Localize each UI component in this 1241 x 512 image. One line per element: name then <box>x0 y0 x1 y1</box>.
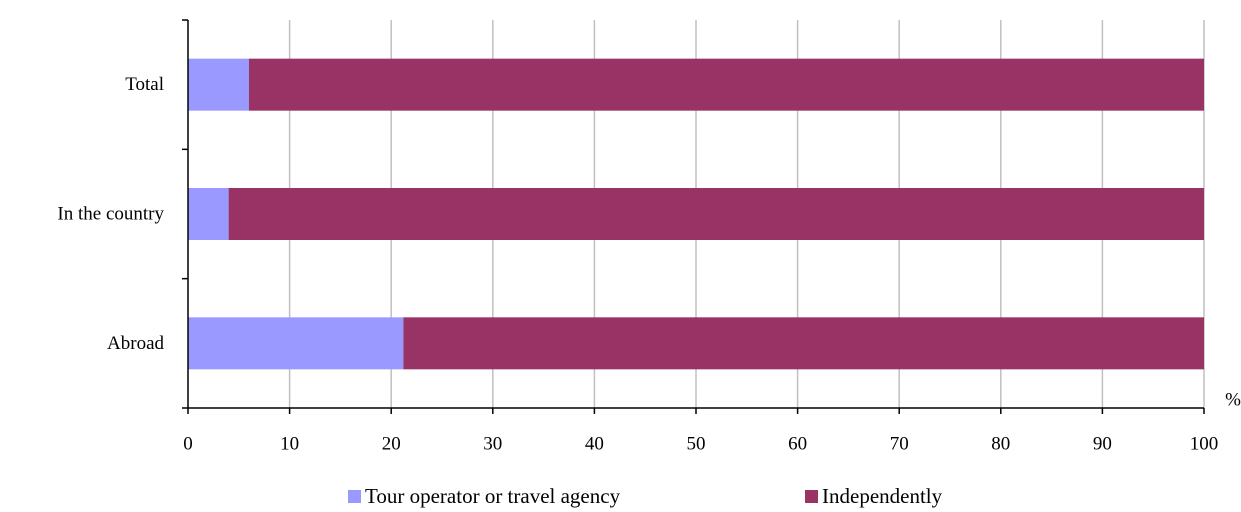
y-tick-labels: Total In the country Abroad <box>57 74 164 354</box>
x-tick-label-0: 0 <box>183 434 193 455</box>
legend-swatch-independently <box>805 490 818 503</box>
x-tick-label-20: 20 <box>382 434 401 455</box>
x-axis-unit: % <box>1225 390 1241 411</box>
x-tick-label-30: 30 <box>483 434 502 455</box>
axes <box>182 19 1205 414</box>
bar-abroad-independently <box>403 317 1205 370</box>
y-tick-label-total: Total <box>125 74 164 95</box>
legend-label-independently: Independently <box>822 484 943 508</box>
x-tick-label-10: 10 <box>280 434 299 455</box>
legend-swatch-tour-operator <box>348 490 361 503</box>
bar-abroad-tour-operator-or-travel-agency <box>188 317 404 370</box>
bar-in-the-country-independently <box>228 188 1204 240</box>
bars <box>188 58 1205 370</box>
x-tick-label-40: 40 <box>585 434 604 455</box>
x-tick-label-90: 90 <box>1093 434 1112 455</box>
legend-item-tour-operator: Tour operator or travel agency <box>348 484 620 509</box>
bar-total-tour-operator-or-travel-agency <box>188 58 249 111</box>
bar-in-the-country-tour-operator-or-travel-agency <box>188 188 229 240</box>
legend: Tour operator or travel agency Independe… <box>0 484 1241 512</box>
x-tick-labels: 0 10 20 30 40 50 60 70 80 90 100 <box>183 434 1218 455</box>
bar-total-independently <box>248 58 1204 111</box>
x-tick-label-100: 100 <box>1190 434 1219 455</box>
legend-item-independently: Independently <box>805 484 942 509</box>
y-tick-label-in-the-country: In the country <box>57 204 164 225</box>
y-tick-label-abroad: Abroad <box>107 333 164 354</box>
x-tick-label-80: 80 <box>991 434 1010 455</box>
x-tick-label-50: 50 <box>687 434 706 455</box>
x-tick-label-70: 70 <box>890 434 909 455</box>
x-tick-label-60: 60 <box>788 434 807 455</box>
legend-label-tour-operator: Tour operator or travel agency <box>365 484 621 508</box>
